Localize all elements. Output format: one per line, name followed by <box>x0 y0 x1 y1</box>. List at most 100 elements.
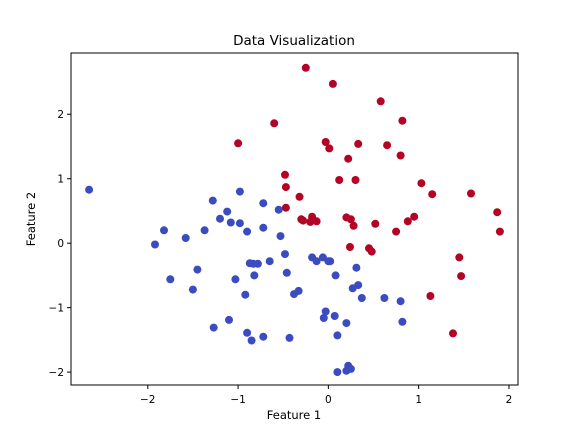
data-point-series1 <box>181 234 190 242</box>
data-point-series0 <box>312 217 321 226</box>
data-point-series1 <box>398 317 407 326</box>
data-point-series0 <box>321 138 330 146</box>
data-points <box>85 63 504 377</box>
data-point-series1 <box>200 226 209 235</box>
data-point-series0 <box>403 217 412 226</box>
data-point-series1 <box>253 259 262 268</box>
data-point-series1 <box>241 290 250 299</box>
data-point-series1 <box>357 294 366 302</box>
data-point-series0 <box>354 139 363 148</box>
data-point-series0 <box>417 179 426 188</box>
data-point-series0 <box>306 217 315 226</box>
data-point-series1 <box>396 297 405 306</box>
x-axis-label: Feature 1 <box>267 408 321 422</box>
y-tick-label: 1 <box>57 174 64 186</box>
y-tick-label: −2 <box>49 367 64 379</box>
data-point-series0 <box>270 119 279 128</box>
data-point-series0 <box>428 190 437 199</box>
y-axis-label: Feature 2 <box>24 192 38 246</box>
data-point-series1 <box>226 218 235 227</box>
data-point-series1 <box>285 333 294 342</box>
data-point-series0 <box>449 329 457 338</box>
data-point-series1 <box>247 336 256 345</box>
data-point-series1 <box>333 331 342 340</box>
data-point-series1 <box>274 205 283 214</box>
data-point-series0 <box>281 183 290 192</box>
data-point-series1 <box>326 257 335 266</box>
data-point-series1 <box>151 240 159 249</box>
data-point-series1 <box>231 275 240 284</box>
data-point-series1 <box>319 314 328 322</box>
data-point-series0 <box>457 272 466 281</box>
data-point-series1 <box>235 219 244 228</box>
data-point-series0 <box>376 97 385 106</box>
data-point-series0 <box>301 63 310 72</box>
data-point-series1 <box>243 328 252 337</box>
data-point-series0 <box>495 227 504 236</box>
data-point-series0 <box>234 139 243 148</box>
data-point-series1 <box>333 368 342 377</box>
data-point-series0 <box>351 176 360 184</box>
data-point-series0 <box>410 212 419 221</box>
data-point-series1 <box>321 307 330 316</box>
data-point-series0 <box>335 176 344 184</box>
data-point-series0 <box>398 116 407 125</box>
y-tick-label: 2 <box>57 109 64 121</box>
x-tick-label: 1 <box>415 394 422 406</box>
data-point-series1 <box>209 323 218 332</box>
data-point-series1 <box>380 294 389 302</box>
data-point-series1 <box>216 214 224 223</box>
data-point-series1 <box>330 312 339 320</box>
data-point-series0 <box>328 79 337 88</box>
data-point-series1 <box>85 185 94 194</box>
x-tick-label: −1 <box>230 394 245 406</box>
data-point-series0 <box>281 170 289 179</box>
y-axis-ticks: −2 −1 0 1 2 <box>49 109 71 379</box>
x-tick-label: 0 <box>325 394 332 406</box>
data-point-series1 <box>166 275 175 284</box>
y-tick-label: 0 <box>57 238 64 250</box>
data-point-series1 <box>208 196 217 205</box>
data-point-series0 <box>349 221 358 230</box>
data-point-series1 <box>312 257 321 266</box>
data-point-series0 <box>346 215 355 224</box>
data-point-series1 <box>235 187 244 196</box>
data-point-series1 <box>188 285 197 294</box>
data-point-series0 <box>426 292 435 300</box>
data-point-series1 <box>160 226 168 235</box>
data-point-series1 <box>250 271 259 280</box>
data-point-series0 <box>371 219 380 228</box>
data-point-series1 <box>352 263 361 272</box>
data-point-series0 <box>383 141 392 150</box>
data-point-series1 <box>259 199 268 208</box>
chart-title: Data Visualization <box>233 33 355 49</box>
data-point-series0 <box>392 227 401 236</box>
data-point-series0 <box>493 208 502 217</box>
data-point-series1 <box>331 271 340 280</box>
data-point-series1 <box>276 232 285 241</box>
data-point-series1 <box>281 250 289 259</box>
data-point-series1 <box>243 227 252 236</box>
data-point-series0 <box>295 192 304 201</box>
data-point-series0 <box>367 247 376 256</box>
data-point-series1 <box>265 257 274 266</box>
data-point-series1 <box>342 366 351 375</box>
data-point-series1 <box>294 286 303 295</box>
data-point-series1 <box>259 332 268 341</box>
data-point-series1 <box>342 319 351 328</box>
data-point-series1 <box>354 281 363 290</box>
data-point-series0 <box>344 154 353 163</box>
data-point-series0 <box>346 243 354 251</box>
data-point-series1 <box>225 315 233 324</box>
x-tick-label: 2 <box>506 394 513 406</box>
plot-frame <box>70 52 519 386</box>
data-point-series0 <box>455 253 464 262</box>
data-point-series0 <box>325 144 334 153</box>
data-point-series1 <box>193 265 202 274</box>
data-point-series1 <box>259 223 268 232</box>
y-tick-label: −1 <box>49 303 64 315</box>
x-tick-label: −2 <box>140 394 155 406</box>
data-point-series0 <box>467 189 475 198</box>
data-point-series0 <box>396 151 405 160</box>
